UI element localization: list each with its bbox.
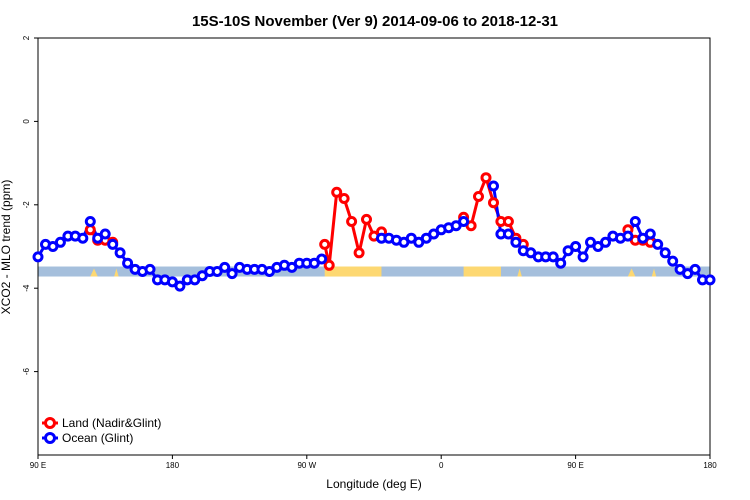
x-tick-label: 180 [703, 461, 717, 470]
legend-ocean-label: Ocean (Glint) [62, 431, 133, 445]
y-tick-label: 2 [22, 35, 31, 40]
land-point [473, 191, 484, 202]
ocean-point [84, 216, 96, 227]
ocean-point [316, 253, 328, 265]
land-band-segment [324, 266, 382, 277]
ocean-point [510, 236, 522, 248]
ocean-point [659, 247, 671, 259]
ocean-point [219, 261, 231, 273]
x-axis: 90 E 180 90 W 0 90 E 180 [30, 455, 717, 470]
ocean-point [600, 236, 611, 248]
ocean-point [488, 180, 499, 192]
ocean-point [629, 216, 641, 227]
y-axis: 2 0 -2 -4 -6 [22, 35, 38, 375]
land-series-line [323, 190, 383, 267]
ocean-point [577, 251, 589, 263]
legend-land-marker [44, 417, 56, 429]
y-tick-label: -4 [22, 284, 31, 292]
ocean-point [555, 257, 567, 269]
ocean-point [174, 280, 186, 292]
land-point [331, 186, 343, 198]
ocean-point [667, 255, 679, 267]
ocean-point [458, 216, 470, 227]
legend-ocean-marker [44, 432, 56, 444]
ocean-point [77, 232, 89, 244]
background-band [38, 266, 710, 277]
y-axis-label: XCO2 - MLO trend (ppm) [0, 180, 13, 315]
x-tick-label: 90 E [567, 461, 583, 470]
land-band-bump [651, 268, 657, 277]
land-point [323, 259, 335, 271]
chart-title: 15S-10S November (Ver 9) 2014-09-06 to 2… [192, 13, 558, 30]
ocean-point [32, 251, 44, 263]
plot-frame [37, 37, 711, 456]
ocean-point [144, 263, 156, 275]
legend-land-label: Land (Nadir&Glint) [62, 416, 161, 430]
land-band-bump [627, 268, 636, 277]
ocean-point [502, 228, 514, 240]
ocean-point [689, 263, 701, 275]
series-layer [32, 172, 716, 292]
land-point [353, 247, 365, 259]
x-tick-label: 0 [439, 461, 444, 470]
ocean-point [107, 238, 119, 250]
land-band-bump [517, 268, 522, 277]
y-tick-label: 0 [22, 119, 31, 124]
land-point [338, 193, 350, 204]
ocean-point [652, 238, 664, 250]
ocean-point [54, 236, 66, 248]
ocean-point [622, 230, 634, 242]
ocean-point [570, 241, 582, 252]
land-band-bump [114, 268, 119, 277]
ocean-point [547, 251, 559, 263]
legend: Land (Nadir&Glint) Ocean (Glint) [42, 416, 161, 445]
land-point [361, 213, 372, 225]
ocean-point [99, 228, 111, 240]
x-tick-label: 180 [166, 461, 180, 470]
x-tick-label: 90 W [297, 461, 316, 470]
ocean-point [114, 247, 126, 259]
land-point [488, 197, 499, 209]
land-band-bump [90, 268, 98, 277]
land-band-segment [463, 266, 501, 277]
y-tick-label: -6 [22, 367, 31, 375]
y-tick-label: -2 [22, 201, 31, 209]
land-point [480, 172, 492, 184]
x-tick-label: 90 E [30, 461, 46, 470]
land-point [502, 216, 514, 227]
ocean-point [122, 257, 134, 269]
ocean-point [704, 274, 716, 286]
ocean-point [644, 228, 656, 240]
land-point [319, 238, 331, 250]
x-axis-label: Longitude (deg E) [326, 477, 421, 491]
land-point [346, 216, 358, 227]
ocean-point [226, 268, 238, 280]
